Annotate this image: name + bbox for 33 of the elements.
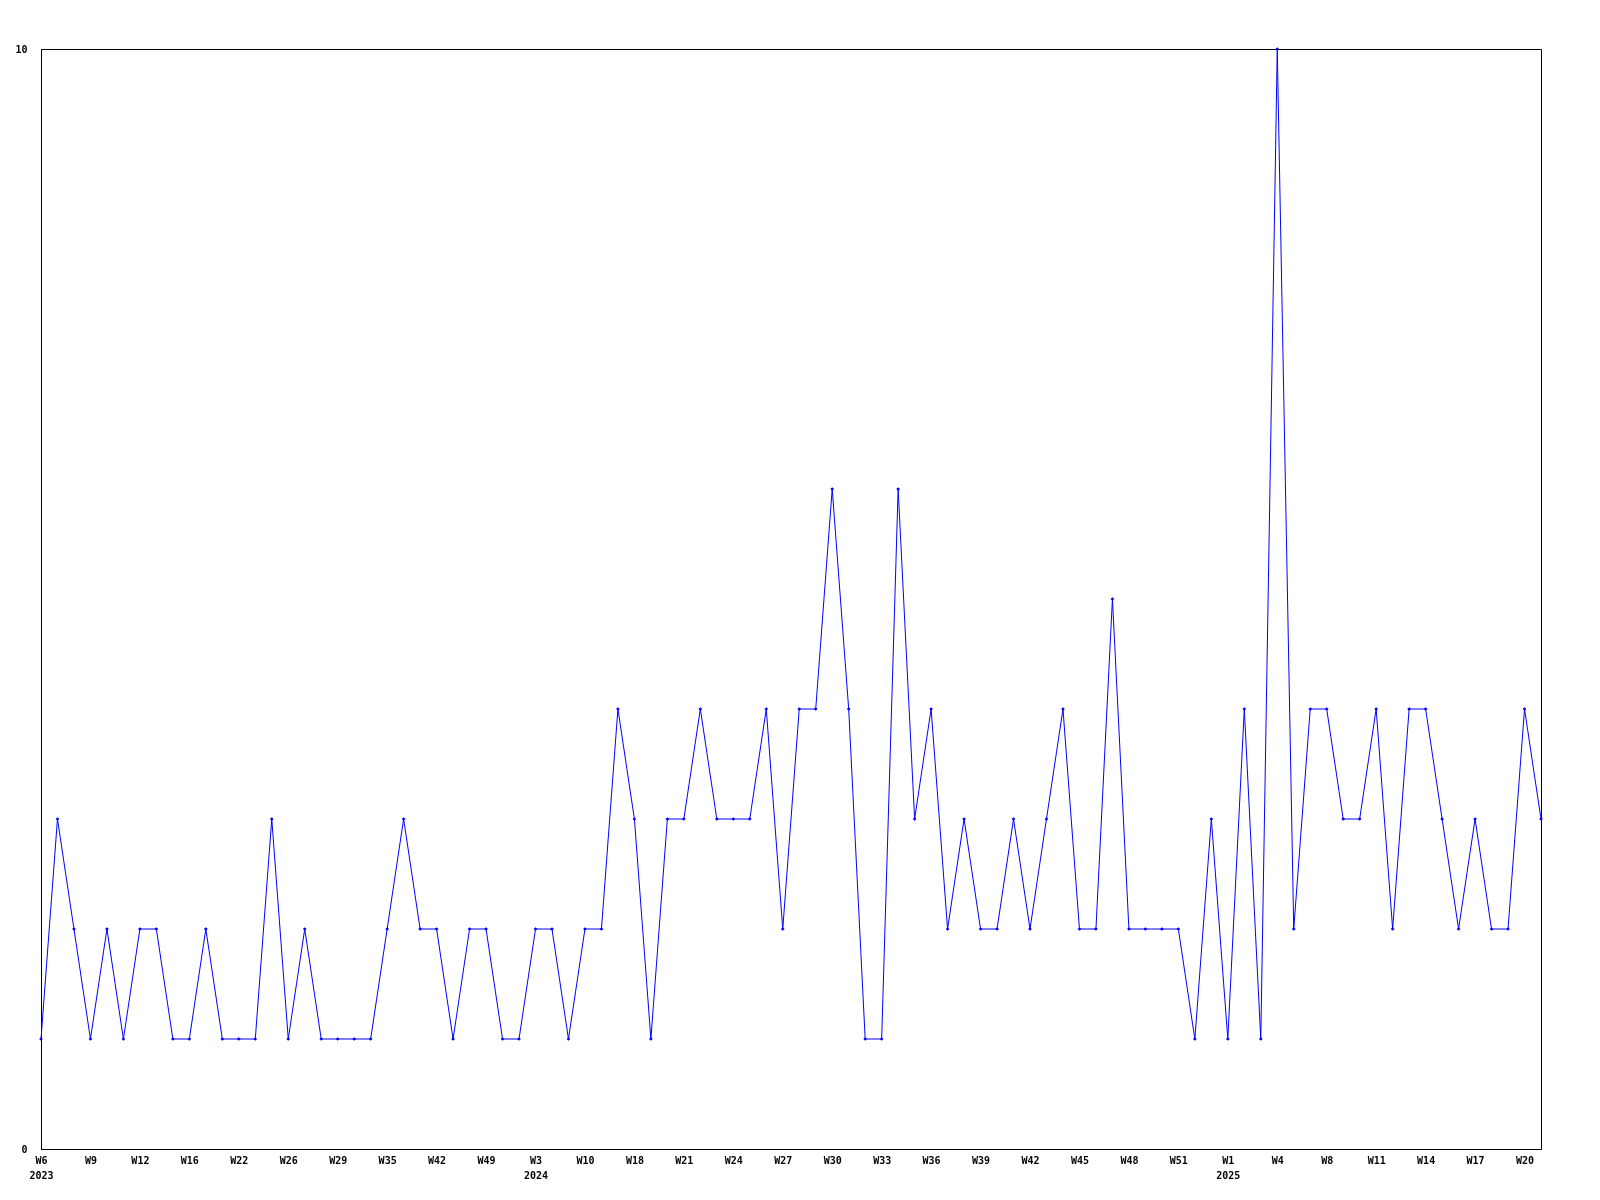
- x-tick-label: W10: [576, 1154, 595, 1166]
- x-tick-label: W14: [1417, 1154, 1436, 1166]
- x-tick-label: W20: [1515, 1154, 1535, 1166]
- x-tick-label: W36: [922, 1154, 941, 1166]
- x-tick-label: W18: [625, 1154, 644, 1166]
- x-tick-label: W9: [84, 1154, 97, 1166]
- x-tick-label: W51: [1169, 1154, 1188, 1166]
- y-tick-label: 10: [15, 43, 28, 55]
- x-tick-label: W24: [724, 1154, 743, 1166]
- x-tick-label: W45: [1070, 1154, 1089, 1166]
- x-tick-label: W16: [180, 1154, 199, 1166]
- x-tick-label: W8: [1321, 1154, 1334, 1166]
- x-tick-label: W4: [1271, 1154, 1284, 1166]
- x-tick-label: W35: [378, 1154, 397, 1166]
- x-tick-label: W29: [329, 1154, 348, 1166]
- x-tick-label: W39: [972, 1154, 991, 1166]
- x-tick-label: W21: [675, 1154, 694, 1166]
- x-tick-label: W26: [279, 1154, 298, 1166]
- x-tick-label: W33: [873, 1154, 892, 1166]
- x-tick-label: W30: [823, 1154, 842, 1166]
- x-tick-label: W12: [131, 1154, 150, 1166]
- x-tick-label: W11: [1367, 1154, 1386, 1166]
- x-tick-label: W3 2024: [523, 1154, 549, 1181]
- x-tick-label: W22: [230, 1154, 249, 1166]
- y-tick-label: 0: [21, 1143, 28, 1155]
- x-tick-label: W17: [1466, 1154, 1485, 1166]
- x-tick-label: W42: [428, 1154, 447, 1166]
- x-tick-label: W27: [774, 1154, 793, 1166]
- x-tick-label: W6 2023: [29, 1154, 54, 1181]
- x-tick-label: W1 2025: [1216, 1154, 1241, 1181]
- x-tick-label: W49: [477, 1154, 496, 1166]
- x-tick-label: W42: [1021, 1154, 1040, 1166]
- x-tick-label: W48: [1120, 1154, 1139, 1166]
